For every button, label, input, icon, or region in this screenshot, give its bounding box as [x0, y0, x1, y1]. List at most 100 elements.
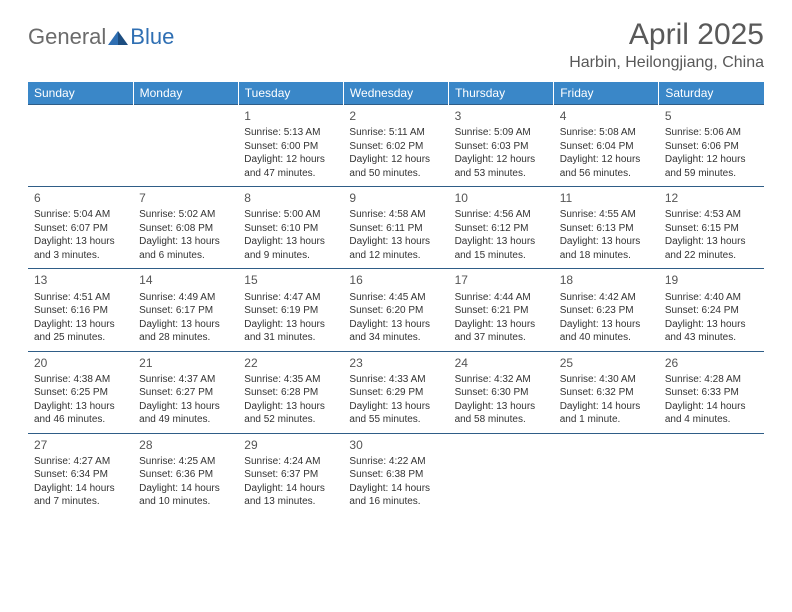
daylight-line: Daylight: 12 hours and 53 minutes.: [455, 153, 548, 180]
sunset-line: Sunset: 6:23 PM: [560, 304, 653, 318]
day-number: 2: [349, 108, 442, 124]
daylight-line: Daylight: 13 hours and 34 minutes.: [349, 318, 442, 345]
sunset-line: Sunset: 6:02 PM: [349, 140, 442, 154]
sunset-line: Sunset: 6:00 PM: [244, 140, 337, 154]
daylight-line: Daylight: 12 hours and 56 minutes.: [560, 153, 653, 180]
daylight-line: Daylight: 14 hours and 13 minutes.: [244, 482, 337, 509]
day-cell: [554, 433, 659, 515]
daylight-line: Daylight: 14 hours and 7 minutes.: [34, 482, 127, 509]
daylight-line: Daylight: 13 hours and 18 minutes.: [560, 235, 653, 262]
day-number: 22: [244, 355, 337, 371]
day-number: 29: [244, 437, 337, 453]
month-title: April 2025: [569, 18, 764, 52]
day-cell: 20Sunrise: 4:38 AMSunset: 6:25 PMDayligh…: [28, 351, 133, 433]
week-row: 27Sunrise: 4:27 AMSunset: 6:34 PMDayligh…: [28, 433, 764, 515]
sunset-line: Sunset: 6:34 PM: [34, 468, 127, 482]
sunrise-line: Sunrise: 5:02 AM: [139, 208, 232, 222]
sunset-line: Sunset: 6:20 PM: [349, 304, 442, 318]
sunrise-line: Sunrise: 4:22 AM: [349, 455, 442, 469]
daylight-line: Daylight: 13 hours and 6 minutes.: [139, 235, 232, 262]
daylight-line: Daylight: 13 hours and 40 minutes.: [560, 318, 653, 345]
day-number: 4: [560, 108, 653, 124]
sunset-line: Sunset: 6:24 PM: [665, 304, 758, 318]
day-cell: 6Sunrise: 5:04 AMSunset: 6:07 PMDaylight…: [28, 187, 133, 269]
sunset-line: Sunset: 6:37 PM: [244, 468, 337, 482]
sunrise-line: Sunrise: 5:00 AM: [244, 208, 337, 222]
day-cell: [659, 433, 764, 515]
logo: General Blue: [28, 18, 174, 50]
day-number: 17: [455, 272, 548, 288]
day-cell: 19Sunrise: 4:40 AMSunset: 6:24 PMDayligh…: [659, 269, 764, 351]
logo-mark-icon: [108, 29, 128, 45]
daylight-line: Daylight: 13 hours and 3 minutes.: [34, 235, 127, 262]
sunset-line: Sunset: 6:15 PM: [665, 222, 758, 236]
day-cell: 30Sunrise: 4:22 AMSunset: 6:38 PMDayligh…: [343, 433, 448, 515]
weekday-header: Tuesday: [238, 82, 343, 105]
sunrise-line: Sunrise: 4:24 AM: [244, 455, 337, 469]
sunrise-line: Sunrise: 4:51 AM: [34, 291, 127, 305]
day-cell: 8Sunrise: 5:00 AMSunset: 6:10 PMDaylight…: [238, 187, 343, 269]
header: General Blue April 2025 Harbin, Heilongj…: [28, 18, 764, 72]
sunset-line: Sunset: 6:10 PM: [244, 222, 337, 236]
sunset-line: Sunset: 6:21 PM: [455, 304, 548, 318]
daylight-line: Daylight: 13 hours and 58 minutes.: [455, 400, 548, 427]
sunrise-line: Sunrise: 5:06 AM: [665, 126, 758, 140]
daylight-line: Daylight: 13 hours and 15 minutes.: [455, 235, 548, 262]
weekday-header: Monday: [133, 82, 238, 105]
day-cell: 27Sunrise: 4:27 AMSunset: 6:34 PMDayligh…: [28, 433, 133, 515]
daylight-line: Daylight: 13 hours and 25 minutes.: [34, 318, 127, 345]
day-cell: [449, 433, 554, 515]
day-cell: 2 Sunrise: 5:11 AMSunset: 6:02 PMDaylight…: [343, 105, 448, 187]
day-number: 23: [349, 355, 442, 371]
sunset-line: Sunset: 6:36 PM: [139, 468, 232, 482]
weekday-header: Friday: [554, 82, 659, 105]
sunset-line: Sunset: 6:27 PM: [139, 386, 232, 400]
day-number: 3: [455, 108, 548, 124]
day-number: 16: [349, 272, 442, 288]
day-number: 15: [244, 272, 337, 288]
day-number: 12: [665, 190, 758, 206]
sunrise-line: Sunrise: 5:11 AM: [349, 126, 442, 140]
sunrise-line: Sunrise: 4:40 AM: [665, 291, 758, 305]
day-number: 27: [34, 437, 127, 453]
sunrise-line: Sunrise: 4:38 AM: [34, 373, 127, 387]
day-number: 11: [560, 190, 653, 206]
sunrise-line: Sunrise: 5:04 AM: [34, 208, 127, 222]
day-cell: 5Sunrise: 5:06 AMSunset: 6:06 PMDaylight…: [659, 105, 764, 187]
day-cell: 12 Sunrise: 4:53 AMSunset: 6:15 PMDayligh…: [659, 187, 764, 269]
weekday-header: Wednesday: [343, 82, 448, 105]
sunrise-line: Sunrise: 4:32 AM: [455, 373, 548, 387]
day-cell: 1Sunrise: 5:13 AMSunset: 6:00 PMDaylight…: [238, 105, 343, 187]
day-cell: 4Sunrise: 5:08 AMSunset: 6:04 PMDaylight…: [554, 105, 659, 187]
day-number: 26: [665, 355, 758, 371]
sunrise-line: Sunrise: 4:42 AM: [560, 291, 653, 305]
calendar-head: SundayMondayTuesdayWednesdayThursdayFrid…: [28, 82, 764, 105]
daylight-line: Daylight: 12 hours and 47 minutes.: [244, 153, 337, 180]
day-number: 24: [455, 355, 548, 371]
daylight-line: Daylight: 13 hours and 22 minutes.: [665, 235, 758, 262]
sunset-line: Sunset: 6:30 PM: [455, 386, 548, 400]
sunrise-line: Sunrise: 4:56 AM: [455, 208, 548, 222]
week-row: 6Sunrise: 5:04 AMSunset: 6:07 PMDaylight…: [28, 187, 764, 269]
day-number: 6: [34, 190, 127, 206]
day-cell: 9Sunrise: 4:58 AMSunset: 6:11 PMDaylight…: [343, 187, 448, 269]
sunrise-line: Sunrise: 4:45 AM: [349, 291, 442, 305]
day-number: 30: [349, 437, 442, 453]
daylight-line: Daylight: 12 hours and 59 minutes.: [665, 153, 758, 180]
weekday-header: Sunday: [28, 82, 133, 105]
sunrise-line: Sunrise: 4:53 AM: [665, 208, 758, 222]
sunrise-line: Sunrise: 5:09 AM: [455, 126, 548, 140]
day-cell: 14Sunrise: 4:49 AMSunset: 6:17 PMDayligh…: [133, 269, 238, 351]
sunset-line: Sunset: 6:29 PM: [349, 386, 442, 400]
day-cell: 21Sunrise: 4:37 AMSunset: 6:27 PMDayligh…: [133, 351, 238, 433]
daylight-line: Daylight: 12 hours and 50 minutes.: [349, 153, 442, 180]
week-row: 13Sunrise: 4:51 AMSunset: 6:16 PMDayligh…: [28, 269, 764, 351]
sunset-line: Sunset: 6:19 PM: [244, 304, 337, 318]
daylight-line: Daylight: 13 hours and 9 minutes.: [244, 235, 337, 262]
day-number: 19: [665, 272, 758, 288]
sunset-line: Sunset: 6:32 PM: [560, 386, 653, 400]
daylight-line: Daylight: 14 hours and 10 minutes.: [139, 482, 232, 509]
location: Harbin, Heilongjiang, China: [569, 54, 764, 72]
day-cell: 7Sunrise: 5:02 AMSunset: 6:08 PMDaylight…: [133, 187, 238, 269]
logo-text-general: General: [28, 24, 106, 50]
